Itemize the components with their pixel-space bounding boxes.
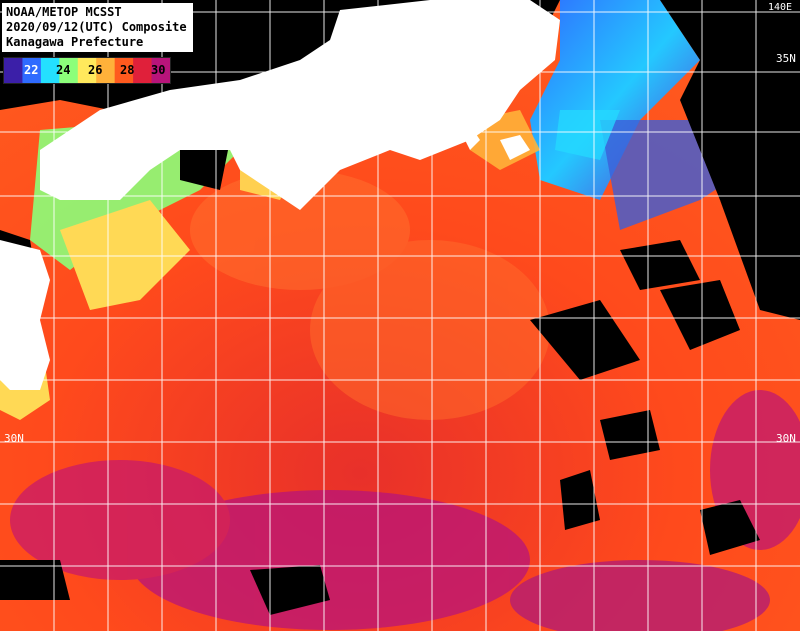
legend-tick-28: 28 bbox=[120, 63, 135, 77]
legend-swatch bbox=[96, 58, 116, 83]
legend-tick-22: 22 bbox=[24, 63, 39, 77]
legend-swatch bbox=[59, 58, 79, 83]
legend-color-bar bbox=[4, 58, 170, 83]
legend-swatch bbox=[133, 58, 153, 83]
title-line-3: Kanagawa Prefecture bbox=[6, 35, 144, 49]
legend-tick-30: 30 bbox=[151, 63, 166, 77]
title-line-1: NOAA/METOP MCSST bbox=[6, 5, 122, 19]
legend-tick-26: 26 bbox=[88, 63, 103, 77]
temperature-legend: 22 24 26 28 30 bbox=[3, 57, 171, 84]
hot-zones bbox=[10, 390, 800, 631]
legend-swatch bbox=[40, 58, 60, 83]
title-line-2: 2020/09/12(UTC) Composite bbox=[6, 20, 187, 34]
legend-swatch bbox=[4, 58, 23, 83]
lat-label-30n-left: 30N bbox=[4, 432, 24, 445]
legend-swatch bbox=[114, 58, 134, 83]
map-title: NOAA/METOP MCSST 2020/09/12(UTC) Composi… bbox=[2, 3, 193, 52]
warm-swirl bbox=[190, 170, 550, 420]
legend-swatch bbox=[151, 58, 170, 83]
land bbox=[0, 0, 560, 390]
legend-swatch bbox=[22, 58, 42, 83]
legend-tick-24: 24 bbox=[56, 63, 71, 77]
lon-label-140e: 140E bbox=[768, 2, 793, 13]
lat-label-30n-right: 30N bbox=[776, 432, 796, 445]
lat-label-35n-right: 35N bbox=[776, 52, 796, 65]
legend-swatch bbox=[77, 58, 97, 83]
